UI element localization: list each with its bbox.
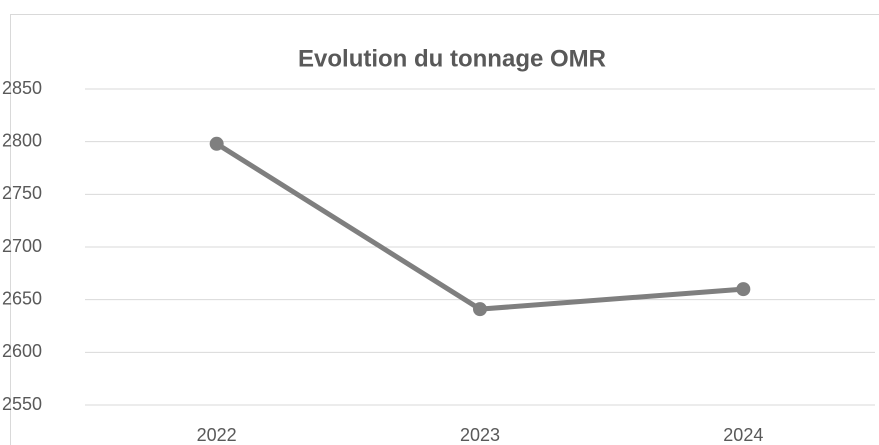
y-tick-label: 2550: [2, 394, 42, 414]
data-point: [736, 282, 751, 297]
y-tick-label: 2700: [2, 236, 42, 256]
chart-frame: [10, 14, 879, 445]
chart-title: Evolution du tonnage OMR: [298, 45, 606, 72]
data-point: [473, 302, 487, 317]
y-tick-label: 2600: [2, 341, 42, 361]
data-point: [209, 136, 224, 151]
y-tick-label: 2650: [2, 288, 42, 308]
y-tick-label: 2800: [2, 130, 42, 150]
x-tick-label: 2024: [723, 425, 763, 445]
y-tick-label: 2850: [2, 78, 42, 98]
x-tick-label: 2022: [197, 425, 237, 445]
x-tick-label: 2023: [460, 425, 500, 445]
y-tick-label: 2750: [2, 183, 42, 203]
